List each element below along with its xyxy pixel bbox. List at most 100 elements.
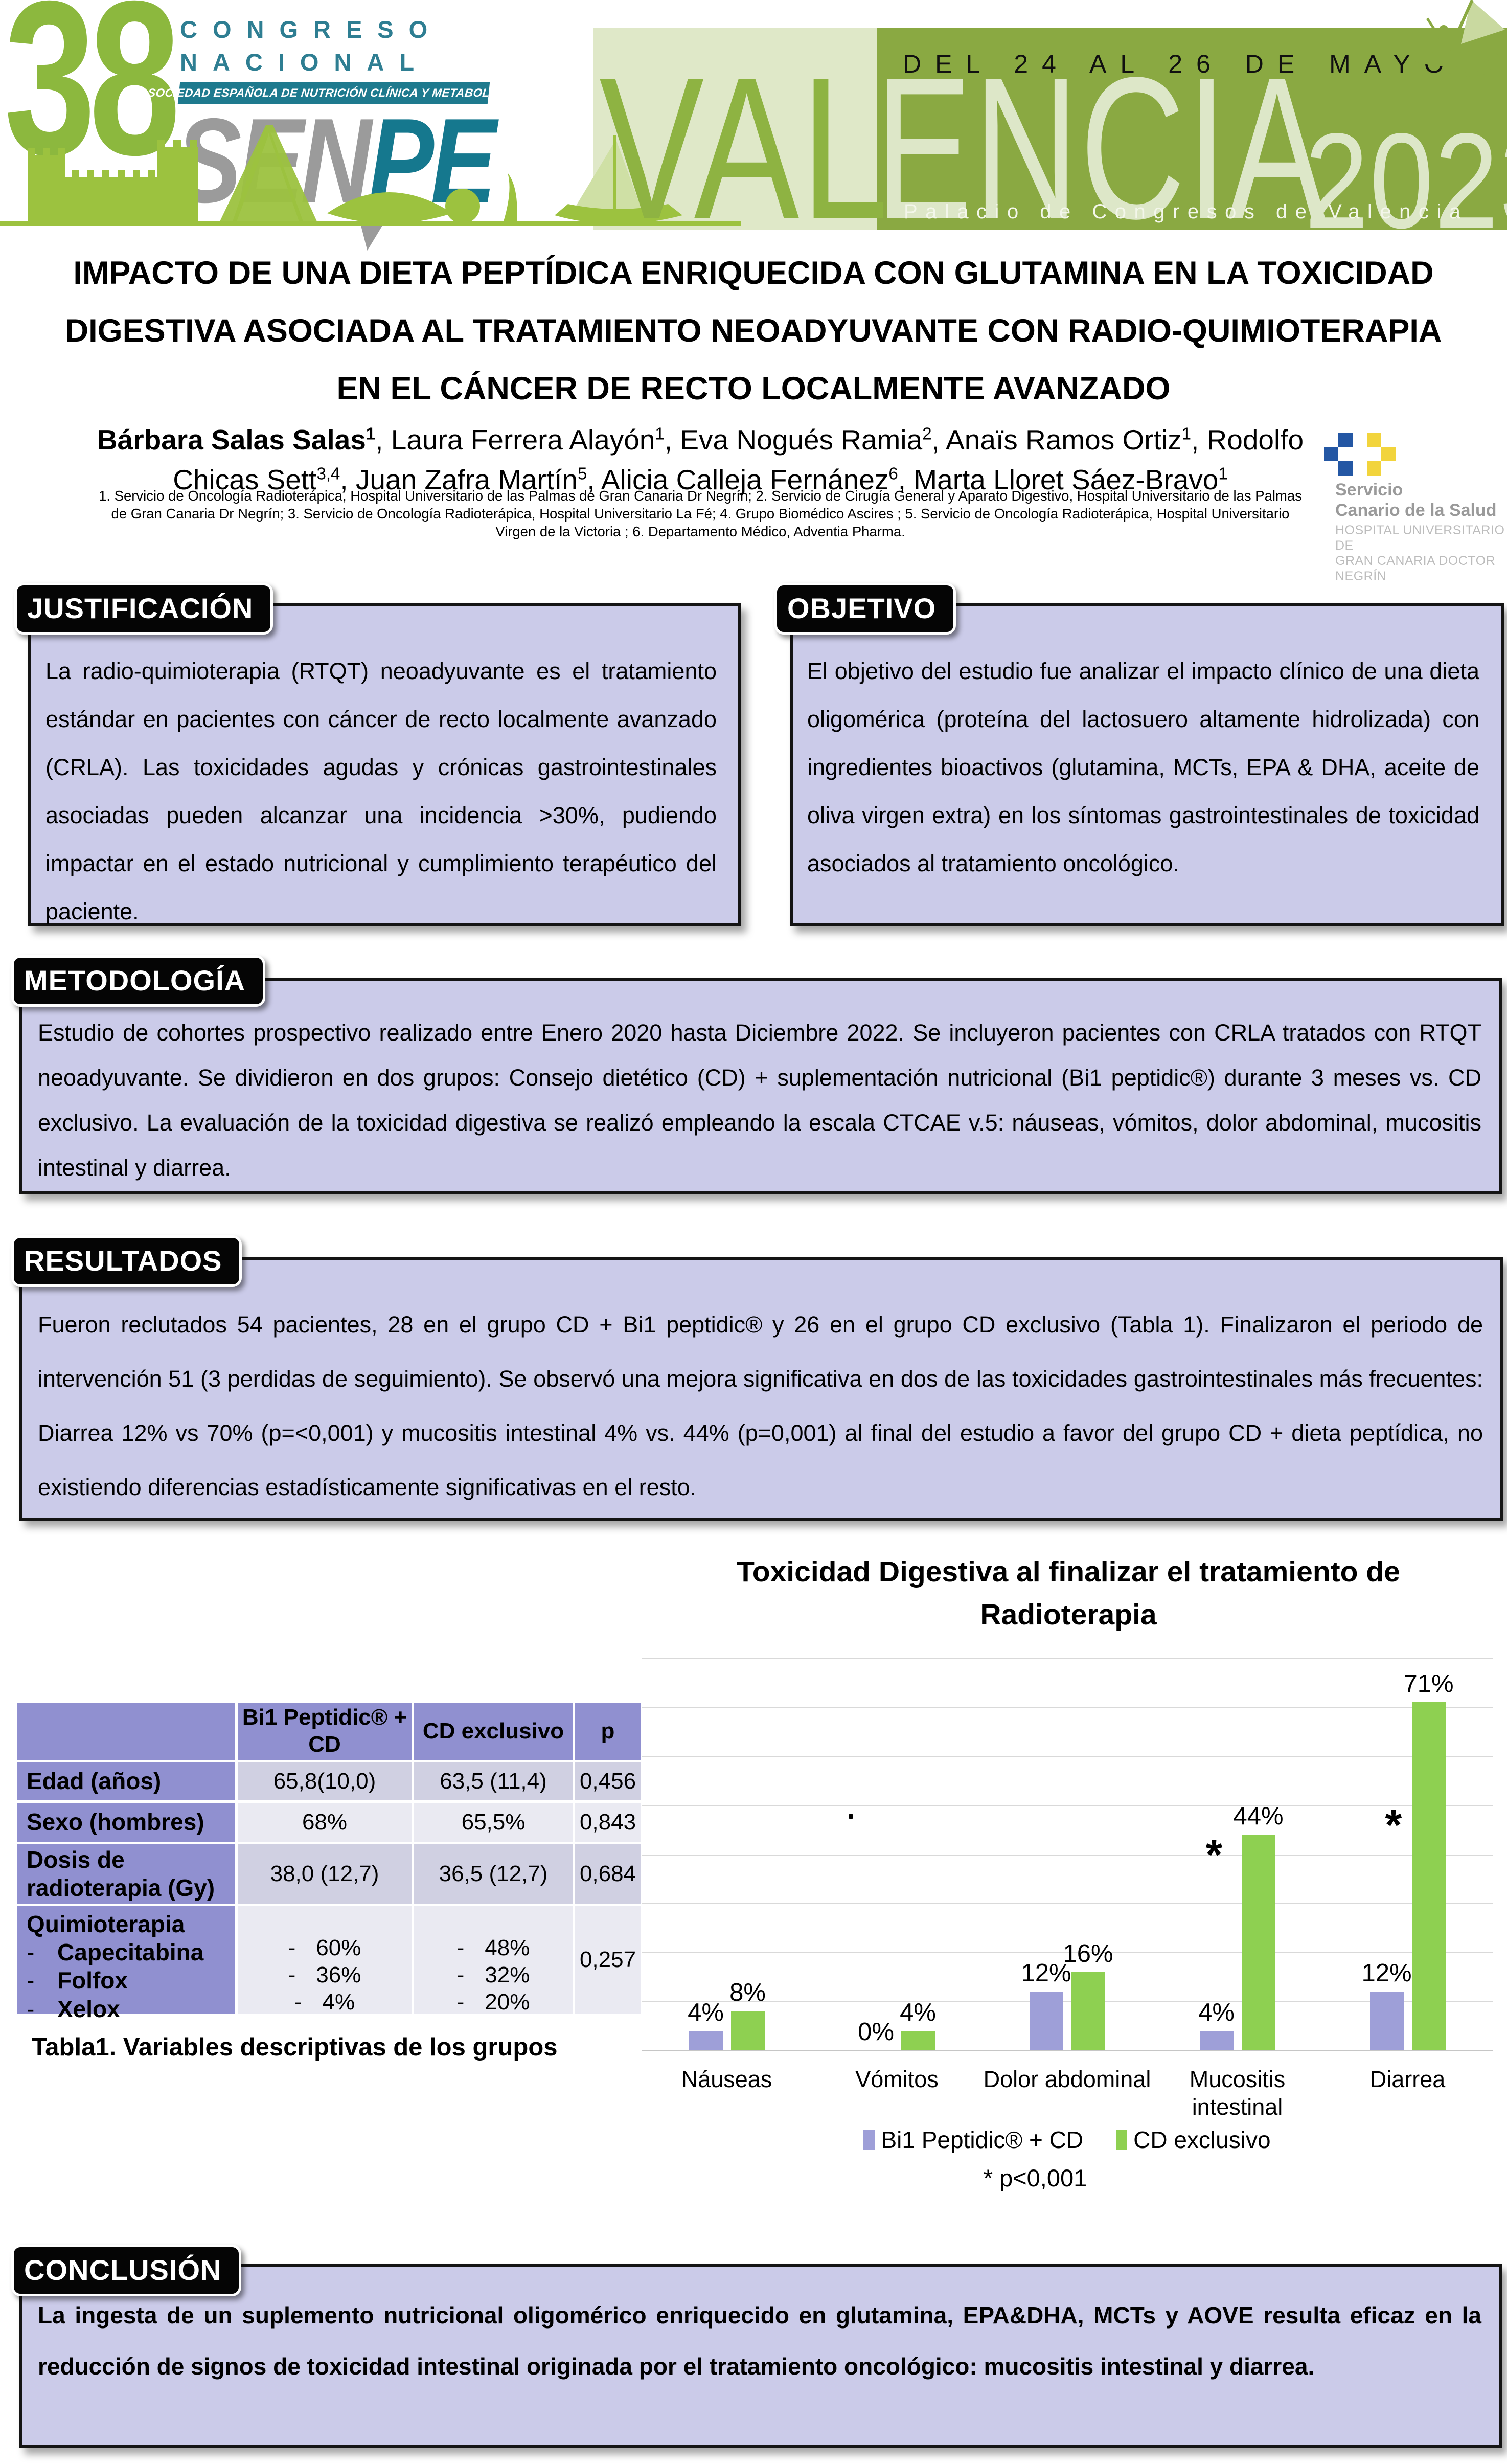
- bar-value-label: 71%: [1403, 1670, 1454, 1698]
- stray-mark: [849, 1814, 853, 1819]
- table-caption: Tabla1. Variables descriptivas de los gr…: [32, 2033, 558, 2061]
- valencia-wordmark-light: VAL: [599, 35, 890, 261]
- bar-CD exclusivo-Náuseas: [730, 2011, 765, 2050]
- chart-title: Toxicidad Digestiva al finalizar el trat…: [737, 1555, 1400, 1631]
- table-row-label: Dosis de radioterapia (Gy): [17, 1844, 235, 1904]
- chart-gridline: [642, 2001, 1493, 2003]
- x-axis-label: Diarrea: [1369, 2066, 1446, 2092]
- bar-CD exclusivo-Dolor abdominal: [1071, 1972, 1105, 2050]
- table-cell-p: 0,843: [575, 1803, 641, 1842]
- author: Bárbara Salas Salas1: [97, 424, 376, 456]
- congress-venue: Palacio de Congresos de Valencia: [904, 200, 1469, 223]
- table-header-col1: Bi1 Peptidic® + CD: [238, 1703, 412, 1760]
- table-cell-v1: 65,8(10,0): [238, 1762, 412, 1800]
- justificacion-body: La radio-quimioterapia (RTQT) neoadyuvan…: [45, 658, 717, 924]
- congress-name: CONGRESO NACIONAL: [180, 13, 443, 79]
- health-cross-square: [1367, 461, 1381, 476]
- table-cell-p: 0,257: [575, 1906, 641, 2014]
- chart-x-axis: [642, 2050, 1493, 2051]
- bar-Bi1 Peptidic® + CD-Mucositis intestinal: [1199, 2030, 1234, 2050]
- bar-CD exclusivo-Diarrea: [1411, 1702, 1446, 2050]
- health-cross-square: [1324, 447, 1338, 461]
- health-cross-square: [1381, 447, 1396, 461]
- section-box-objetivo: El objetivo del estudio fue analizar el …: [790, 603, 1504, 926]
- bar-chart-plot-area: 4% 8% Náuseas 0% 4% Vómitos 12% 16% Dolor abdomi…: [642, 1658, 1493, 2120]
- legend-label: CD exclusivo: [1133, 2127, 1271, 2153]
- congress-dates: DEL 24 AL 26 DE MAYO: [903, 50, 1458, 78]
- table-cell-v2: 65,5%: [414, 1803, 573, 1842]
- chart-gridline: [642, 1658, 1493, 1659]
- section-box-resultados: Fueron reclutados 54 pacientes, 28 en el…: [19, 1257, 1503, 1521]
- x-axis-label: Mucositis intestinal: [1189, 2066, 1286, 2120]
- descriptive-table: Bi1 Peptidic® + CD CD exclusivo p Edad (año…: [17, 1703, 641, 2022]
- section-box-conclusion: La ingesta de un suplemento nutricional …: [19, 2264, 1502, 2448]
- bar-value-label: 12%: [1361, 1959, 1412, 1987]
- header-dark-green-band: [877, 28, 1507, 230]
- section-heading-justificacion: JUSTIFICACIÓN: [14, 583, 273, 635]
- author: Juan Zafra Martín5: [355, 463, 587, 495]
- table-row-label: Sexo (hombres): [17, 1803, 235, 1842]
- sailboat-icon: [1406, 0, 1505, 78]
- author: Rodolfo Chicas Sett3,4: [173, 424, 1304, 495]
- congress-year: 2023: [1305, 105, 1507, 257]
- author: Marta Lloret Sáez-Bravo1: [914, 463, 1228, 495]
- x-axis-label: Náuseas: [681, 2066, 772, 2092]
- health-crosses-icon: [1324, 433, 1396, 477]
- chart-footnote: * p<0,001: [983, 2164, 1087, 2191]
- metodologia-body: Estudio de cohortes prospectivo realizad…: [38, 1020, 1481, 1181]
- bar-value-label: 12%: [1021, 1959, 1071, 1987]
- chart-gridline: [642, 1707, 1493, 1708]
- section-box-justificacion: La radio-quimioterapia (RTQT) neoadyuvan…: [28, 603, 741, 926]
- valencia-wordmark-dark: ENCIA: [875, 35, 1327, 261]
- bar-value-label: 4%: [1198, 1998, 1235, 2026]
- hospital-logo-name: HOSPITAL UNIVERSITARIO DE GRAN CANARIA D…: [1335, 523, 1505, 583]
- congress-line1: CONGRESO: [180, 16, 443, 43]
- bar-value-label: 16%: [1063, 1939, 1113, 1968]
- conclusion-body: La ingesta de un suplemento nutricional …: [38, 2302, 1481, 2380]
- table-row-label: Quimioterapia - Capecitabina - Folfox - Xelox: [17, 1906, 235, 2022]
- chart-legend: Bi1 Peptidic® + CD CD exclusivo: [642, 2126, 1493, 2154]
- section-heading-conclusion: CONCLUSIÓN: [11, 2245, 242, 2296]
- bar-Bi1 Peptidic® + CD-Náuseas: [689, 2030, 723, 2050]
- bar-Bi1 Peptidic® + CD-Dolor abdominal: [1029, 1991, 1063, 2050]
- x-axis-label: Vómitos: [855, 2066, 939, 2092]
- table-header-col3: p: [575, 1703, 641, 1760]
- affiliations: 1. Servicio de Oncología Radioterápica, …: [99, 488, 1302, 539]
- table-cell-p: 0,684: [575, 1844, 641, 1904]
- table-cell-v1: -60% -36% -4%: [238, 1906, 412, 2015]
- bar-value-label: 4%: [688, 1998, 724, 2026]
- author: Eva Nogués Ramia2: [680, 424, 932, 456]
- health-cross-square: [1338, 461, 1353, 476]
- section-heading-resultados: RESULTADOS: [11, 1235, 242, 1287]
- table-cell-v2: 63,5 (11,4): [414, 1762, 573, 1800]
- table-cell-p: 0,456: [575, 1762, 641, 1800]
- header-light-green-band: [593, 28, 877, 230]
- legend-swatch-icon: [1116, 2130, 1128, 2150]
- significance-asterisk: *: [1385, 1801, 1402, 1849]
- bar-CD exclusivo-Vómitos: [901, 2030, 935, 2050]
- health-cross-square: [1367, 433, 1381, 447]
- section-heading-objetivo: OBJETIVO: [774, 583, 956, 635]
- table-cell-v1: 68%: [238, 1803, 412, 1842]
- bar-Bi1 Peptidic® + CD-Diarrea: [1369, 1991, 1404, 2050]
- table-cell-v1: 38,0 (12,7): [238, 1844, 412, 1904]
- authors-line: Bárbara Salas Salas1, Laura Ferrera Alay…: [97, 424, 1304, 495]
- bar-value-label: 44%: [1233, 1802, 1284, 1830]
- bar-value-label: 8%: [729, 1979, 766, 2007]
- section-box-metodologia: Estudio de cohortes prospectivo realizad…: [19, 978, 1502, 1194]
- x-axis-label: Dolor abdominal: [983, 2066, 1151, 2092]
- table-cell-v2: -48% -32% -20%: [414, 1906, 573, 2015]
- significance-asterisk: *: [1205, 1830, 1223, 1879]
- chart-gridline: [642, 1805, 1493, 1806]
- health-cross-square: [1338, 433, 1353, 447]
- resultados-body: Fueron reclutados 54 pacientes, 28 en el…: [38, 1312, 1483, 1500]
- chart-gridline: [642, 1952, 1493, 1954]
- table-header-col2: CD exclusivo: [414, 1703, 573, 1760]
- legend-item: Bi1 Peptidic® + CD: [863, 2126, 1083, 2154]
- table-cell-v2: 36,5 (12,7): [414, 1844, 573, 1904]
- chart-gridline: [642, 1756, 1493, 1757]
- poster-title: IMPACTO DE UNA DIETA PEPTÍDICA ENRIQUECI…: [65, 255, 1442, 406]
- table-header-col0: [17, 1703, 235, 1760]
- bar-value-label: 0%: [858, 2018, 894, 2046]
